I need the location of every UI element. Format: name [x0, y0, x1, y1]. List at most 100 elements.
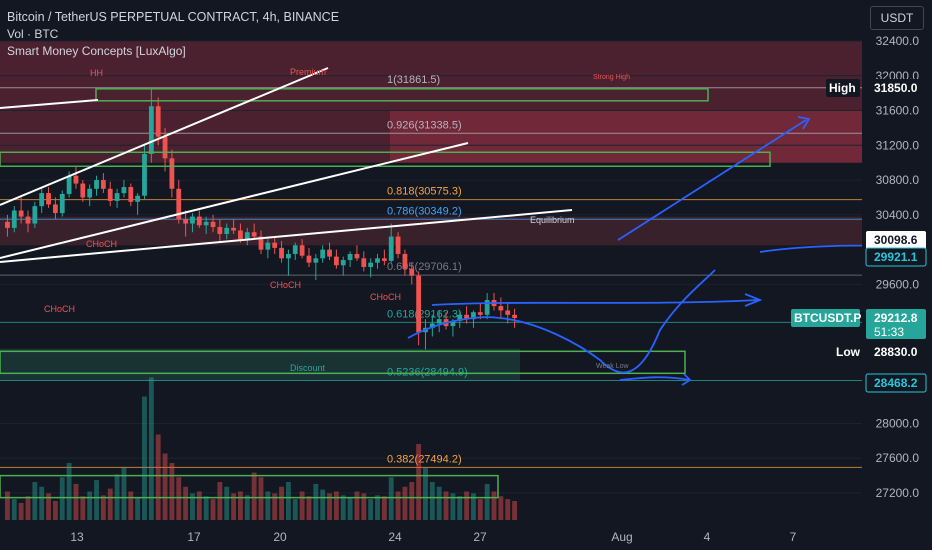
candle-body	[354, 253, 360, 259]
annotation-label: Discount	[290, 363, 326, 373]
volume-bar	[498, 496, 504, 520]
grid-layer	[0, 40, 862, 494]
candle-body	[320, 249, 326, 259]
volume-bar	[73, 483, 79, 520]
volume-bar	[32, 482, 38, 520]
candle-body	[94, 180, 99, 189]
annotation-label: CHoCH	[270, 280, 301, 290]
time-tick: 27	[473, 530, 487, 544]
annotations-layer: HH Premium Strong High Equilibrium CHoCH CHoC…	[44, 67, 630, 373]
candle-body	[39, 193, 45, 207]
volume-bar	[285, 482, 291, 520]
candle-body	[224, 227, 230, 234]
time-tick: 13	[70, 530, 84, 544]
price-tag-value: 28830.0	[874, 345, 918, 359]
candle-body	[272, 242, 278, 248]
candle-body	[25, 216, 31, 224]
candle-body	[46, 193, 51, 205]
candle-body	[265, 242, 271, 250]
candle-body	[100, 180, 106, 189]
time-tick: 4	[704, 530, 711, 544]
volume-bar	[395, 491, 401, 520]
hand-drawn-arrow	[797, 116, 811, 130]
volume-bar	[381, 496, 387, 520]
volume-bar	[306, 496, 312, 520]
smc-indicator-label[interactable]: Smart Money Concepts [LuxAlgo]	[7, 44, 186, 58]
volume-bar	[176, 477, 182, 520]
volume-layer	[5, 377, 517, 520]
volume-bar	[148, 377, 154, 520]
volume-bar	[183, 486, 189, 520]
candle-body	[409, 268, 415, 276]
volume-bar	[464, 491, 470, 520]
volume-indicator-label[interactable]: Vol · BTC	[7, 27, 59, 41]
volume-bar	[347, 497, 353, 520]
volume-bar	[135, 497, 141, 520]
volume-bar	[436, 486, 442, 520]
candle-body	[73, 175, 79, 184]
candle-body	[196, 216, 202, 226]
annotation-label: Strong High	[593, 74, 630, 81]
volume-bar	[368, 499, 374, 520]
volume-bar	[231, 493, 237, 520]
trend-line	[0, 99, 99, 109]
price-tag-value: 29212.8	[874, 311, 918, 325]
candle-body	[313, 258, 319, 263]
candle-body	[292, 245, 298, 254]
volume-bar	[5, 491, 10, 520]
candle-body	[327, 249, 332, 257]
candle-body	[279, 247, 284, 259]
annotation-label: CHoCH	[86, 239, 117, 249]
candle-body	[299, 245, 305, 256]
volume-bar	[52, 501, 58, 520]
price-tick: 27200.0	[876, 486, 920, 500]
candle-body	[5, 221, 10, 228]
volume-bar	[484, 483, 490, 520]
volume-bar	[217, 482, 223, 520]
volume-bar	[272, 493, 278, 520]
candle-body	[505, 310, 511, 315]
candle-body	[18, 210, 24, 217]
volume-bar	[18, 502, 24, 520]
candle-body	[477, 312, 483, 315]
currency-button[interactable]: USDT	[870, 6, 924, 30]
volume-bar	[477, 499, 483, 520]
candle-body	[512, 314, 517, 319]
price-tick: 29600.0	[876, 277, 920, 291]
volume-bar	[320, 489, 326, 520]
price-tag-caption: High	[829, 81, 856, 95]
volume-bar	[190, 493, 195, 520]
fib-label: 0.818(30575.3)	[387, 186, 462, 198]
candle-body	[429, 323, 435, 328]
candle-body	[210, 221, 216, 228]
volume-bar	[388, 477, 394, 520]
fib-label: 0.5236(28494.9)	[387, 366, 468, 378]
candle-body	[286, 253, 291, 259]
price-tick: 30800.0	[876, 173, 920, 187]
fib-label: 0.382(27494.2)	[387, 453, 462, 465]
candle-body	[381, 258, 387, 261]
price-tag-caption-bg	[833, 343, 860, 361]
volume-bar	[162, 453, 168, 520]
price-tag-value: 28468.2	[874, 376, 918, 390]
candle-body	[306, 255, 312, 263]
fib-label: 1(31861.5)	[387, 74, 440, 86]
candle-body	[231, 227, 236, 231]
candle-body	[333, 256, 339, 266]
trend-line	[0, 209, 573, 263]
price-tag-level-2	[865, 247, 927, 267]
volume-bar	[66, 463, 72, 520]
symbol-title[interactable]: Bitcoin / TetherUS PERPETUAL CONTRACT, 4…	[7, 10, 340, 24]
annotation-label: CHoCH	[370, 292, 401, 302]
volume-bar	[196, 491, 202, 520]
volume-bar	[423, 467, 428, 520]
candle-body	[59, 193, 65, 214]
volume-bar	[512, 501, 517, 520]
candle-body	[53, 204, 58, 214]
candle-body	[176, 188, 182, 220]
fib-label: 0.926(31338.5)	[387, 119, 462, 131]
volume-bar	[457, 496, 463, 520]
price-tick: 31200.0	[876, 138, 920, 152]
hand-drawn-arrow	[681, 373, 692, 386]
